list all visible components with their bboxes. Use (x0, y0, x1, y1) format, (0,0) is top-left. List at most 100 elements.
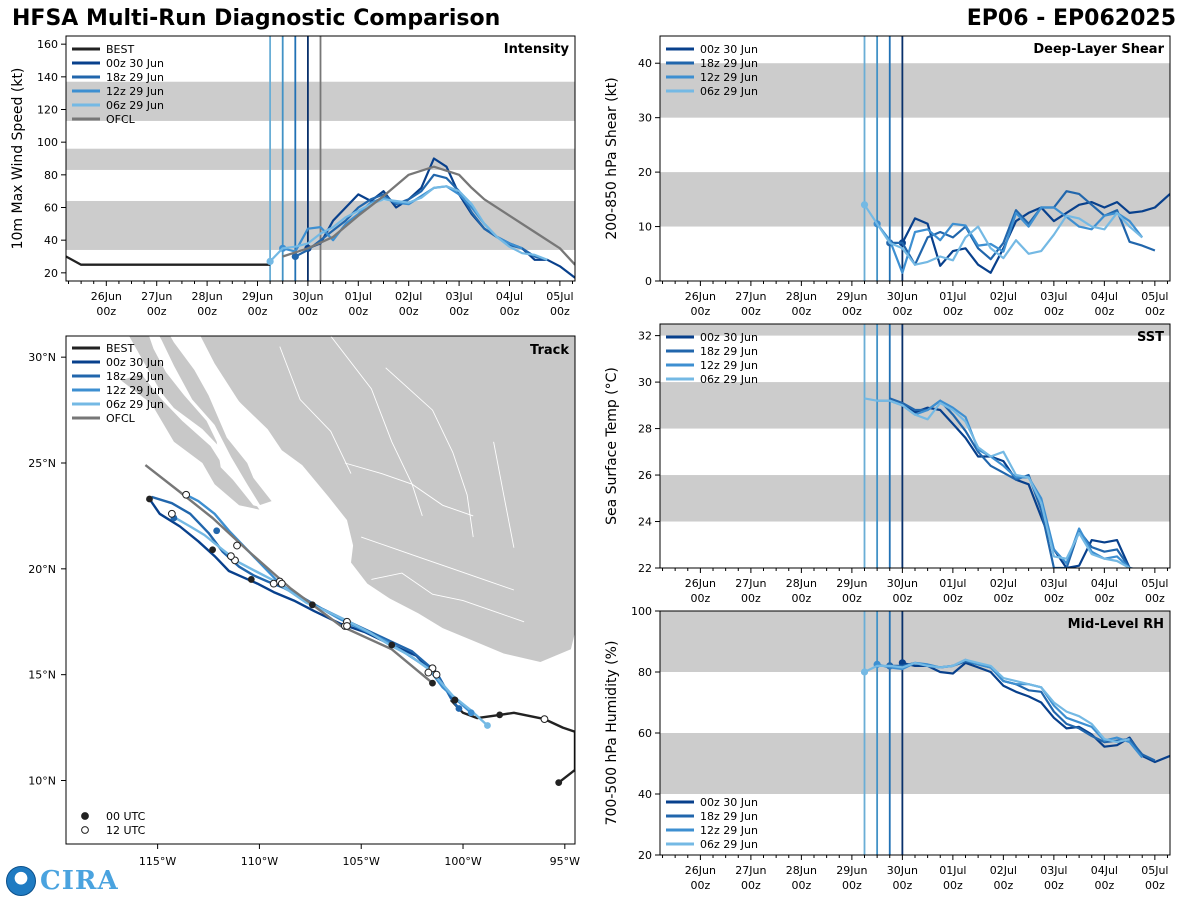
track-position-marker (451, 696, 459, 704)
track-position-marker (467, 709, 475, 717)
track-legend-label: 06z 29 Jun (106, 398, 164, 411)
track-position-marker (209, 546, 216, 554)
rh-ytick-label: 100 (631, 605, 652, 618)
intensity-series-ofcl (282, 165, 575, 266)
track-state-border (279, 346, 352, 474)
sst-legend-label: 00z 30 Jun (700, 331, 758, 344)
sst-series-12z-29-jun (877, 399, 1131, 568)
intensity-series-best (66, 255, 271, 266)
track-position-marker (496, 711, 504, 719)
shear-xtick-label: 00z (741, 305, 761, 318)
track-marker-legend-label: 00 UTC (106, 810, 146, 823)
chart-sst: 22 24 26 28 30 32 26Jun 00z 27Jun 00z 28Jun 00z 29Ju… (604, 323, 1171, 605)
noaa-emblem-icon (6, 866, 36, 896)
sst-legend-label: 06z 29 Jun (700, 373, 758, 386)
shear-band (660, 63, 1170, 118)
track-xtick-label: 110°W (241, 855, 278, 868)
shear-xtick-label: 04Jul (1091, 290, 1118, 303)
intensity-xtick-label: 28Jun (192, 290, 223, 303)
intensity-xtick-label: 00z (248, 305, 268, 318)
track-position-marker (233, 541, 241, 550)
sst-xtick-label: 00z (791, 592, 811, 605)
track-position-marker (227, 552, 235, 561)
chart-shear: 0 10 20 30 40 26Jun 00z 27Jun 00z 28Jun 00z 29Jun 00… (604, 35, 1171, 318)
rh-xtick-label: 00z (842, 879, 862, 892)
intensity-ytick-label: 100 (37, 136, 58, 149)
rh-xtick-label: 03Jul (1040, 864, 1067, 877)
rh-ytick-label: 20 (638, 849, 652, 862)
sst-xtick-label: 00z (691, 592, 711, 605)
shear-ytick-label: 0 (645, 275, 652, 288)
rh-legend-label: 00z 30 Jun (700, 796, 758, 809)
shear-legend-label: 18z 29 Jun (700, 57, 758, 70)
rh-xtick-label: 00z (1044, 879, 1064, 892)
track-xtick-label: 100°W (444, 855, 481, 868)
shear-series-06z-29-jun (863, 204, 1143, 266)
page-title: HFSA Multi-Run Diagnostic Comparison (12, 6, 501, 31)
sst-xtick-label: 26Jun (685, 577, 716, 590)
intensity-ytick-label: 60 (44, 202, 58, 215)
sst-ytick-label: 22 (638, 562, 652, 575)
track-position-marker (182, 490, 191, 499)
sst-ytick-label: 26 (638, 469, 652, 482)
rh-panel-title: Mid-Level RH (1068, 617, 1164, 632)
rh-xtick-label: 28Jun (786, 864, 817, 877)
intensity-legend-label: 06z 29 Jun (106, 99, 164, 112)
shear-xtick-label: 00z (791, 305, 811, 318)
rh-xtick-label: 30Jun (887, 864, 918, 877)
shear-legend-label: 00z 30 Jun (700, 43, 758, 56)
intensity-legend-label: 00z 30 Jun (106, 57, 164, 70)
sst-xtick-label: 02Jul (990, 577, 1017, 590)
track-position-marker (429, 679, 436, 687)
shear-xtick-label: 02Jul (990, 290, 1017, 303)
sst-xtick-label: 00z (842, 592, 862, 605)
sst-xtick-label: 01Jul (939, 577, 966, 590)
rh-xtick-label: 05Jul (1141, 864, 1168, 877)
shear-xtick-label: 03Jul (1040, 290, 1067, 303)
track-legend-label: 00z 30 Jun (106, 356, 164, 369)
track-state-border (330, 336, 423, 517)
shear-xtick-label: 00z (1044, 305, 1064, 318)
shear-ytick-label: 30 (638, 112, 652, 125)
track-state-border (361, 536, 515, 591)
track-ytick-label: 30°N (28, 351, 56, 364)
shear-xtick-label: 00z (943, 305, 963, 318)
sst-xtick-label: 04Jul (1091, 577, 1118, 590)
rh-legend-label: 18z 29 Jun (700, 810, 758, 823)
sst-panel-title: SST (1137, 330, 1164, 345)
intensity-xtick-label: 00z (449, 305, 469, 318)
intensity-xtick-label: 00z (96, 305, 116, 318)
track-position-marker (167, 509, 176, 518)
track-marker-legend-symbol (81, 812, 89, 820)
shear-xtick-label: 26Jun (685, 290, 716, 303)
shear-ylabel: 200-850 hPa Shear (kt) (604, 77, 620, 239)
sst-ytick-label: 30 (638, 376, 652, 389)
track-state-border (385, 367, 474, 538)
track-position-marker (432, 670, 441, 679)
shear-xtick-label: 00z (842, 305, 862, 318)
rh-xtick-label: 04Jul (1091, 864, 1118, 877)
shear-ytick-label: 20 (638, 166, 652, 179)
sst-series-06z-29-jun (864, 397, 1131, 568)
shear-xtick-label: 27Jun (735, 290, 766, 303)
track-ytick-label: 10°N (28, 775, 56, 788)
track-position-marker (424, 668, 433, 677)
track-ytick-label: 20°N (28, 563, 56, 576)
sst-ylabel: Sea Surface Temp (°C) (604, 367, 620, 525)
track-position-marker (388, 641, 396, 649)
sst-xtick-label: 00z (993, 592, 1013, 605)
track-marker-legend-symbol (81, 826, 89, 834)
rh-xtick-label: 29Jun (836, 864, 867, 877)
intensity-xtick-label: 01Jul (345, 290, 372, 303)
chart-rh: 20 40 60 80 100 26Jun 00z 27Jun 00z 28Jun 00z 29Jun… (604, 605, 1171, 892)
sst-xtick-label: 00z (1044, 592, 1064, 605)
intensity-legend-label: BEST (106, 43, 134, 56)
rh-ylabel: 700-500 hPa Humidity (%) (604, 641, 620, 826)
intensity-xtick-label: 04Jul (496, 290, 523, 303)
shear-xtick-label: 28Jun (786, 290, 817, 303)
intensity-xtick-label: 29Jun (242, 290, 273, 303)
cira-wordmark-text: CIRA (40, 866, 119, 896)
sst-xtick-label: 30Jun (887, 577, 918, 590)
track-position-marker (540, 715, 549, 724)
sst-ytick-label: 24 (638, 516, 652, 529)
